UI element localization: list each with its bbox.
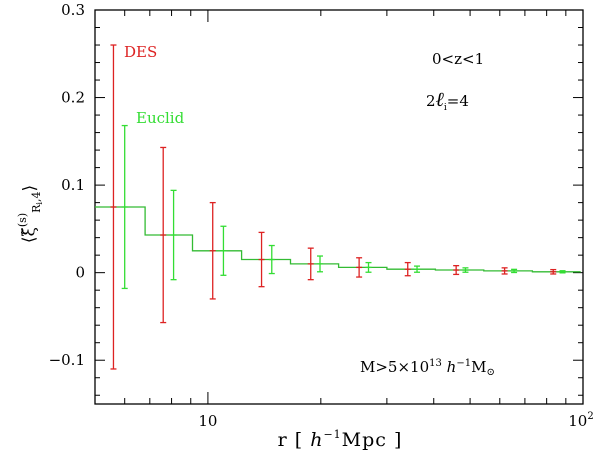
series-layer xyxy=(110,44,566,370)
redshift-annotation: 0<z<1 xyxy=(432,50,484,68)
y-tick-label: 0.2 xyxy=(61,89,85,107)
series-des xyxy=(110,44,557,370)
series-euclid xyxy=(121,124,566,290)
y-tick-label: 0.3 xyxy=(61,1,85,19)
series-label-des: DES xyxy=(124,43,157,61)
mass-annotation: M>5×1013 h−1M⊙ xyxy=(360,358,495,378)
svg-text:⟨ξ̃(s)Ri,4⟩: ⟨ξ̃(s)Ri,4⟩ xyxy=(16,185,44,243)
series-label-euclid: Euclid xyxy=(136,109,185,127)
x-tick-label: 102 xyxy=(568,411,593,430)
axes-layer: 0.3 0.2 0.1 0 −0.1 10 102 xyxy=(49,1,594,430)
y-axis-label: ⟨ξ̃(s)Ri,4⟩ xyxy=(16,185,44,243)
y-tick-label: 0 xyxy=(75,264,85,282)
x-tick-label: 10 xyxy=(198,412,217,430)
model-layer xyxy=(95,206,581,273)
y-tick-label: 0.1 xyxy=(61,176,85,194)
model-step-line xyxy=(95,206,581,273)
plot-frame xyxy=(94,9,584,405)
multipole-annotation: 2ℓi=4 xyxy=(426,87,469,113)
y-tick-label: −0.1 xyxy=(49,351,85,369)
x-axis-label: r [ h−1Mpc ] xyxy=(278,428,403,451)
